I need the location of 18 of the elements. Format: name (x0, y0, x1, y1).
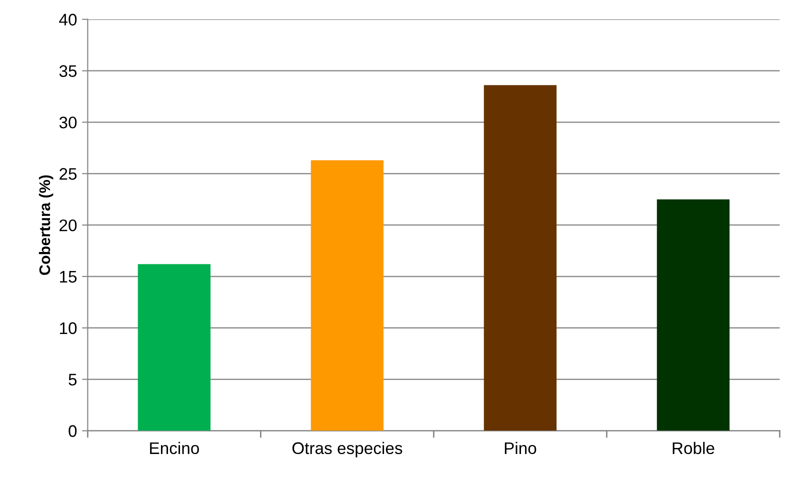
bar (310, 160, 384, 431)
y-tick-label: 0 (68, 425, 77, 437)
y-tick-label: 25 (60, 168, 77, 180)
x-tick-label: Encino (150, 442, 199, 454)
y-tick-label: 40 (59, 14, 77, 26)
bar (138, 264, 211, 431)
y-tick-label: 20 (60, 219, 77, 232)
y-tick-label: 5 (68, 374, 77, 386)
x-tick-label: Roble (672, 442, 714, 454)
y-axis-title: Cobertura (%) (38, 175, 54, 275)
y-tick-label: 35 (59, 65, 77, 77)
x-tick-label: Otras especies (292, 442, 402, 458)
x-tick-label: Pino (504, 442, 536, 454)
y-tick-label: 15 (60, 271, 77, 283)
y-tick-label: 30 (59, 116, 77, 128)
y-tick-label: 10 (60, 322, 77, 334)
bar (484, 85, 557, 431)
bar (656, 199, 730, 431)
